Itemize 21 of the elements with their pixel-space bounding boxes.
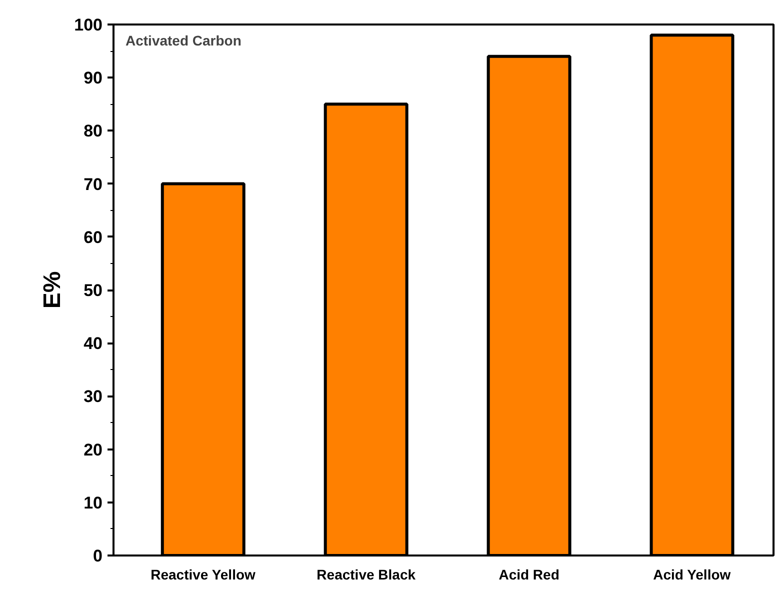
y-tick-label: 60 xyxy=(84,228,103,247)
y-tick-label: 50 xyxy=(84,281,103,300)
y-tick-label: 30 xyxy=(84,387,103,406)
bar xyxy=(160,182,246,556)
y-tick-label: 20 xyxy=(84,440,103,460)
bar xyxy=(324,102,408,556)
y-tick-label: 70 xyxy=(84,174,103,194)
y-tick-label: 10 xyxy=(84,493,103,512)
y-axis-title: E% xyxy=(39,271,66,309)
y-tick-label: 80 xyxy=(84,122,103,141)
x-tick-label: Acid Red xyxy=(498,566,560,582)
bar xyxy=(486,54,572,556)
y-tick-label: 40 xyxy=(84,334,103,354)
y-tick-label: 100 xyxy=(74,16,103,34)
y-tick-label: 0 xyxy=(93,546,103,566)
x-tick-label: Reactive Black xyxy=(316,566,416,582)
x-tick-label: Reactive Yellow xyxy=(150,566,256,582)
bar xyxy=(650,34,734,556)
x-tick-label: Acid Yellow xyxy=(653,566,731,582)
y-tick-label: 90 xyxy=(84,68,103,88)
annotation: Activated Carbon xyxy=(126,32,242,48)
